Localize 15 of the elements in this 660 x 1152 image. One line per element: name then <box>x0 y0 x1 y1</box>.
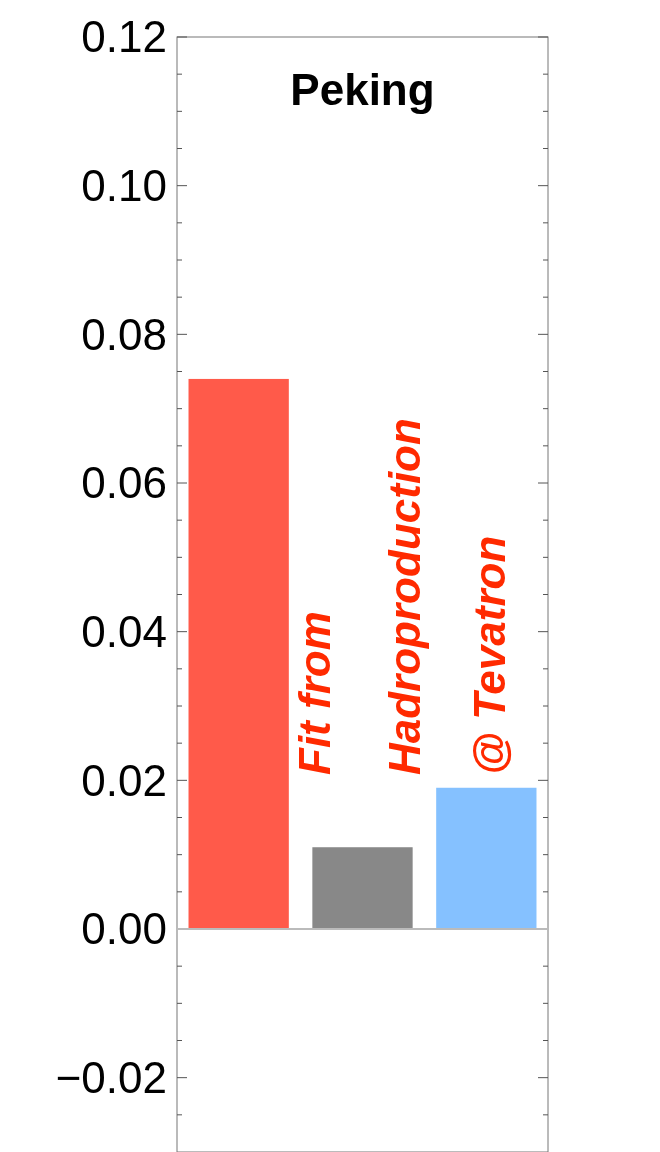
y-tick-label: 0.10 <box>81 161 167 211</box>
y-tick-label: 0.04 <box>81 607 167 657</box>
y-tick-label: 0.02 <box>81 755 167 805</box>
y-tick-label: 0.08 <box>81 309 167 359</box>
annotation: Fit from <box>290 611 339 775</box>
y-tick-label: −0.02 <box>55 1053 167 1103</box>
text: Peking <box>290 65 435 114</box>
annotation: @ Tevatron <box>465 535 514 775</box>
bar <box>436 787 537 929</box>
annotation: Hadroproduction <box>380 418 429 775</box>
y-tick-label: 0.12 <box>81 12 167 62</box>
bar <box>312 847 413 929</box>
bar <box>188 378 289 929</box>
y-tick-label: 0.06 <box>81 458 167 508</box>
y-tick-label: 0.00 <box>81 904 167 954</box>
